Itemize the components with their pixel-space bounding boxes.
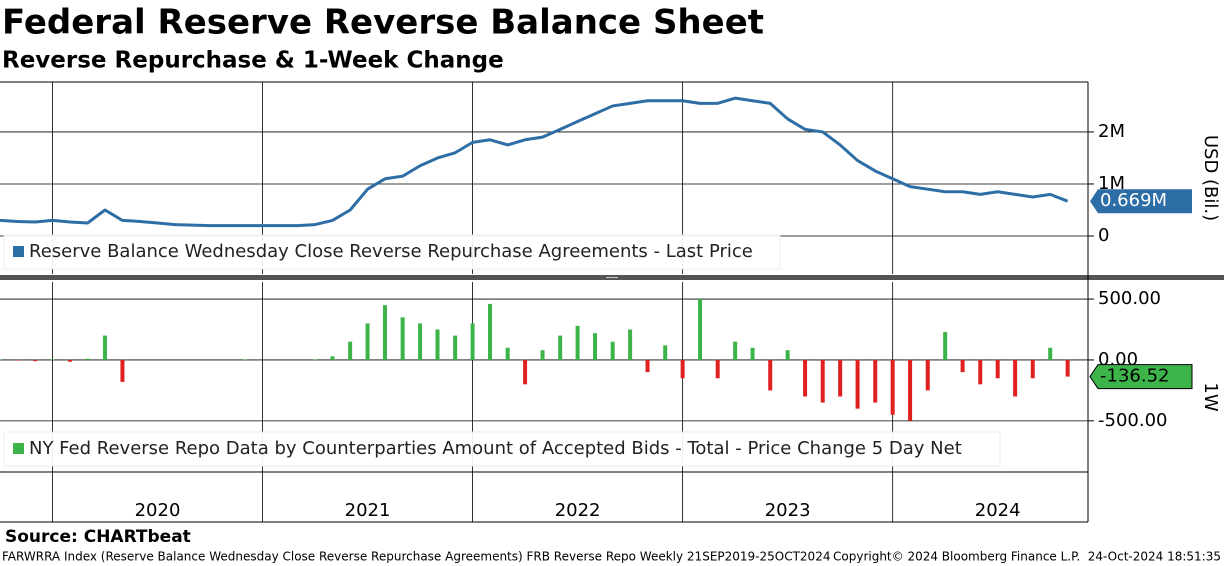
bar <box>400 317 405 360</box>
bar <box>313 359 318 360</box>
bar <box>873 359 878 403</box>
legend-label: NY Fed Reverse Repo Data by Counterparti… <box>29 438 962 459</box>
legend-swatch <box>13 246 24 257</box>
bar <box>558 335 563 360</box>
bar <box>243 359 248 360</box>
source: Source: CHARTbeat <box>5 527 191 547</box>
bar <box>67 359 72 362</box>
x-tick-label: 2022 <box>555 500 601 521</box>
bar <box>855 359 860 409</box>
bar <box>85 358 90 360</box>
bar <box>1013 359 1018 397</box>
line <box>0 96 1069 228</box>
bar <box>1048 347 1053 360</box>
bar <box>540 350 545 360</box>
bar <box>505 347 510 360</box>
bar <box>785 350 790 360</box>
legend-box <box>3 431 1001 467</box>
bar <box>348 341 353 360</box>
legend-label: Reserve Balance Wednesday Close Reverse … <box>29 241 753 262</box>
x-tick-label: 2020 <box>135 500 181 521</box>
timestamp: 24-Oct-2024 18:51:35 <box>1088 550 1221 564</box>
bar <box>750 347 755 360</box>
bar <box>838 359 843 397</box>
bar <box>680 359 685 379</box>
chart-subtitle: Reverse Repurchase & 1-Week Change <box>2 48 504 74</box>
bar <box>33 359 38 362</box>
bar <box>330 356 335 360</box>
legend-box <box>3 234 781 270</box>
bar <box>925 359 930 391</box>
bar <box>978 359 983 385</box>
last-value-tag <box>1089 364 1193 390</box>
bar <box>50 359 55 360</box>
bar <box>453 335 458 360</box>
y-tick-label: -500.00 <box>1098 410 1167 431</box>
y-tick-label: 2M <box>1098 121 1125 142</box>
description: FARWRRA Index (Reserve Balance Wednesday… <box>2 550 830 564</box>
y-axis-label: USD (Bil.) <box>1200 135 1221 221</box>
bar <box>960 359 965 373</box>
bar <box>488 303 493 360</box>
bar <box>0 359 2 360</box>
bar <box>435 329 440 360</box>
bar <box>470 323 475 360</box>
x-tick-label: 2024 <box>975 500 1021 521</box>
y-axis-label: 1W <box>1200 382 1221 411</box>
x-tick-label: 2021 <box>345 500 391 521</box>
last-value-tag <box>1090 189 1192 214</box>
bar <box>610 341 615 360</box>
bar <box>628 329 633 360</box>
bar <box>733 341 738 360</box>
chart-title: Federal Reserve Reverse Balance Sheet <box>2 3 764 43</box>
last-value-label: 0.669M <box>1100 190 1167 211</box>
bar <box>820 359 825 403</box>
bar <box>523 359 528 385</box>
bar <box>383 305 388 360</box>
bar <box>418 323 423 360</box>
bar <box>995 359 1000 379</box>
bar <box>698 299 703 360</box>
bar <box>1065 359 1070 377</box>
bar <box>890 359 895 415</box>
copyright: Copyright© 2024 Bloomberg Finance L.P. <box>833 550 1080 564</box>
bar <box>908 359 913 421</box>
y-tick-label: 1M <box>1098 173 1125 194</box>
bar <box>715 359 720 379</box>
bar <box>103 335 108 360</box>
bar <box>575 325 580 360</box>
bar <box>943 331 948 360</box>
y-tick-label: 500.00 <box>1098 288 1161 309</box>
legend-swatch <box>13 443 24 454</box>
bar <box>663 345 668 360</box>
bar <box>120 359 125 382</box>
bar <box>645 359 650 373</box>
x-tick-label: 2023 <box>765 500 811 521</box>
bar <box>365 323 370 360</box>
last-value-label: -136.52 <box>1100 366 1169 387</box>
bar <box>803 359 808 397</box>
bar <box>768 359 773 391</box>
bar <box>15 359 20 361</box>
bar <box>593 333 598 360</box>
y-tick-label: 0 <box>1098 225 1109 246</box>
bar <box>1030 359 1035 379</box>
